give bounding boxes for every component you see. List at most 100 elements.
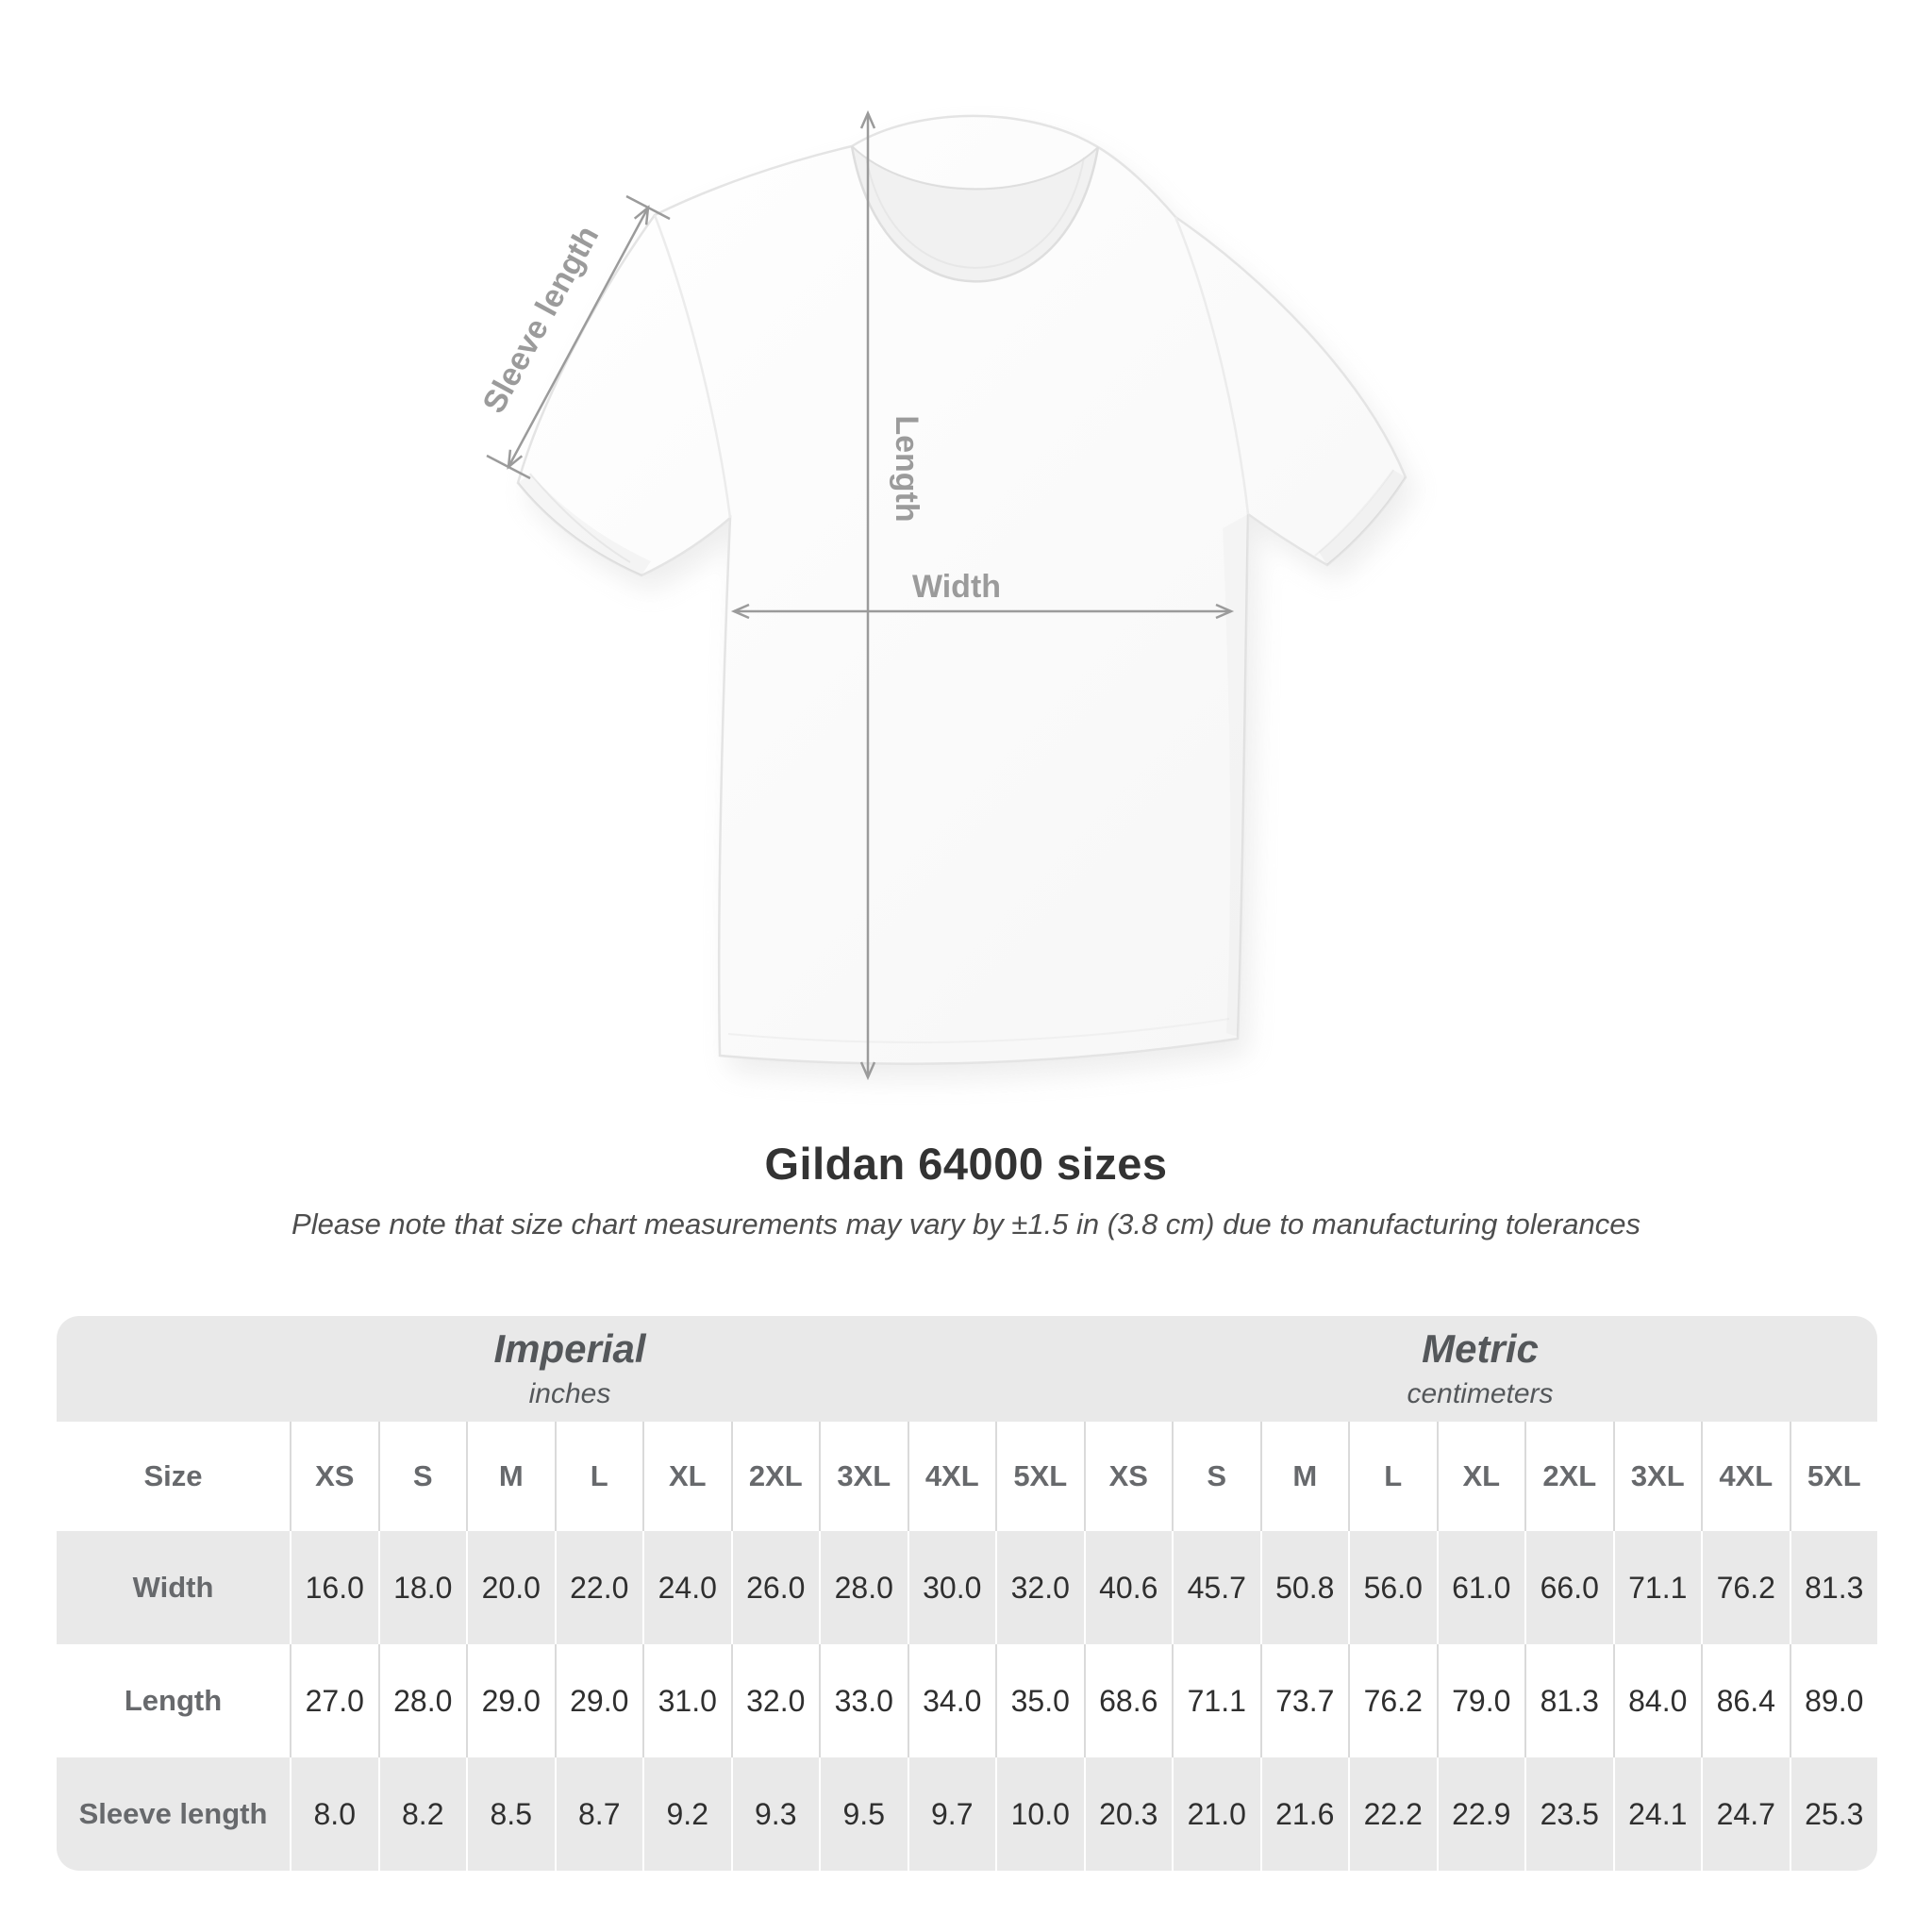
size-value-cell: 79.0: [1436, 1644, 1525, 1757]
unit-group-imperial: Imperial inches: [57, 1316, 1083, 1422]
size-value-cell: 18.0: [377, 1531, 467, 1644]
size-value-cell: 56.0: [1348, 1531, 1437, 1644]
tolerance-note: Please note that size chart measurements…: [291, 1208, 1641, 1241]
size-value-cell: 9.2: [642, 1757, 731, 1871]
size-header-cell: 2XL: [730, 1422, 820, 1531]
length-arrow: [859, 109, 876, 1081]
unit-group-metric: Metric centimeters: [1083, 1316, 1877, 1422]
size-value-cell: 66.0: [1524, 1531, 1613, 1644]
size-header-cell: XL: [642, 1422, 731, 1531]
size-value-cell: 32.0: [730, 1644, 820, 1757]
size-value-cell: 81.3: [1789, 1531, 1878, 1644]
size-chart-table: Imperial inches Metric centimeters Size XS S M L…: [57, 1316, 1877, 1871]
size-value-cell: 45.7: [1172, 1531, 1260, 1644]
size-header-cell: 5XL: [995, 1422, 1084, 1531]
collar-back-edge: [851, 145, 1099, 191]
size-value-cell: 86.4: [1701, 1644, 1790, 1757]
size-value-cell: 34.0: [907, 1644, 996, 1757]
tshirt-illustration: [516, 114, 1407, 1065]
size-value-cell: 16.0: [290, 1531, 378, 1644]
size-value-cell: 10.0: [995, 1757, 1084, 1871]
size-value-cell: 33.0: [819, 1644, 908, 1757]
table-row: Length 27.0 28.0 29.0 29.0 31.0 32.0 33.0 34.0 35…: [57, 1644, 1877, 1757]
collar-front-edge: [850, 145, 1100, 283]
size-value-cell: 24.0: [642, 1531, 731, 1644]
size-value-cell: 22.0: [554, 1531, 643, 1644]
width-arrow: [730, 603, 1235, 620]
size-value-cell: 28.0: [819, 1531, 908, 1644]
size-value-cell: 9.7: [907, 1757, 996, 1871]
row-label: Width: [132, 1571, 214, 1604]
size-value-cell: 73.7: [1259, 1644, 1349, 1757]
size-header-cell: XL: [1436, 1422, 1525, 1531]
size-value-cell: 76.2: [1701, 1531, 1790, 1644]
size-value-cell: 68.6: [1083, 1644, 1173, 1757]
page-title: Gildan 64000 sizes: [764, 1139, 1168, 1189]
size-value-cell: 32.0: [995, 1531, 1084, 1644]
table-row: Sleeve length 8.0 8.2 8.5 8.7 9.2 9.3 9.5 9.7 10.…: [57, 1757, 1877, 1871]
size-value-cell: 8.5: [466, 1757, 555, 1871]
size-value-cell: 35.0: [995, 1644, 1084, 1757]
collar-rib-seam: [865, 156, 1085, 269]
unit-group-units: centimeters: [1407, 1378, 1554, 1410]
width-label: Width: [912, 569, 1001, 605]
unit-group-units: inches: [528, 1378, 611, 1410]
row-label: Sleeve length: [78, 1797, 268, 1830]
sleeve-length-arrow: [486, 194, 671, 480]
size-value-cell: 28.0: [377, 1644, 467, 1757]
size-value-cell: 84.0: [1612, 1644, 1702, 1757]
size-header-cell: L: [554, 1422, 643, 1531]
size-header-cell: 3XL: [819, 1422, 908, 1531]
unit-group-row: Imperial inches Metric centimeters: [57, 1316, 1877, 1422]
right-cuff-fold: [1314, 469, 1394, 557]
size-value-cell: 30.0: [907, 1531, 996, 1644]
size-value-cell: 20.0: [466, 1531, 555, 1644]
size-value-cell: 27.0: [290, 1644, 378, 1757]
size-value-cell: 8.2: [377, 1757, 467, 1871]
size-value-cell: 89.0: [1789, 1644, 1878, 1757]
size-diagram: Sleeve length Length Width: [475, 109, 1415, 1081]
size-header-cell: L: [1348, 1422, 1437, 1531]
size-value-cell: 29.0: [554, 1644, 643, 1757]
size-value-cell: 81.3: [1524, 1644, 1613, 1757]
size-value-cell: 9.3: [730, 1757, 820, 1871]
size-header-cell: M: [1259, 1422, 1349, 1531]
size-header-cell: 4XL: [1701, 1422, 1790, 1531]
size-header-cell: 2XL: [1524, 1422, 1613, 1531]
size-header-cell: XS: [1083, 1422, 1173, 1531]
size-header-cell: S: [1172, 1422, 1260, 1531]
size-value-cell: 8.7: [554, 1757, 643, 1871]
size-value-cell: 21.6: [1259, 1757, 1349, 1871]
row-label: Length: [124, 1684, 223, 1717]
size-value-cell: 20.3: [1083, 1757, 1173, 1871]
size-value-cell: 24.7: [1701, 1757, 1790, 1871]
size-value-cell: 9.5: [819, 1757, 908, 1871]
size-value-cell: 21.0: [1172, 1757, 1260, 1871]
size-value-cell: 26.0: [730, 1531, 820, 1644]
unit-group-title: Imperial: [493, 1325, 646, 1371]
right-armhole-seam: [1174, 216, 1250, 515]
size-value-cell: 71.1: [1172, 1644, 1260, 1757]
size-column-header: Size: [143, 1459, 203, 1492]
size-value-cell: 22.2: [1348, 1757, 1437, 1871]
size-value-cell: 71.1: [1612, 1531, 1702, 1644]
size-value-cell: 76.2: [1348, 1644, 1437, 1757]
size-header-cell: 5XL: [1789, 1422, 1878, 1531]
size-value-cell: 50.8: [1259, 1531, 1349, 1644]
size-value-cell: 31.0: [642, 1644, 731, 1757]
size-value-cell: 25.3: [1789, 1757, 1878, 1871]
size-value-cell: 24.1: [1612, 1757, 1702, 1871]
size-value-cell: 29.0: [466, 1644, 555, 1757]
unit-group-title: Metric: [1422, 1325, 1539, 1371]
size-header-cell: 3XL: [1612, 1422, 1702, 1531]
size-value-cell: 23.5: [1524, 1757, 1613, 1871]
size-header-cell: 4XL: [907, 1422, 996, 1531]
size-value-cell: 61.0: [1436, 1531, 1525, 1644]
length-label: Length: [889, 415, 924, 522]
size-header-cell: S: [377, 1422, 467, 1531]
table-row: Width 16.0 18.0 20.0 22.0 24.0 26.0 28.0 30.0 32.…: [57, 1531, 1877, 1644]
hem-stitch: [727, 1018, 1230, 1043]
size-value-cell: 22.9: [1436, 1757, 1525, 1871]
left-armhole-seam: [653, 214, 732, 519]
